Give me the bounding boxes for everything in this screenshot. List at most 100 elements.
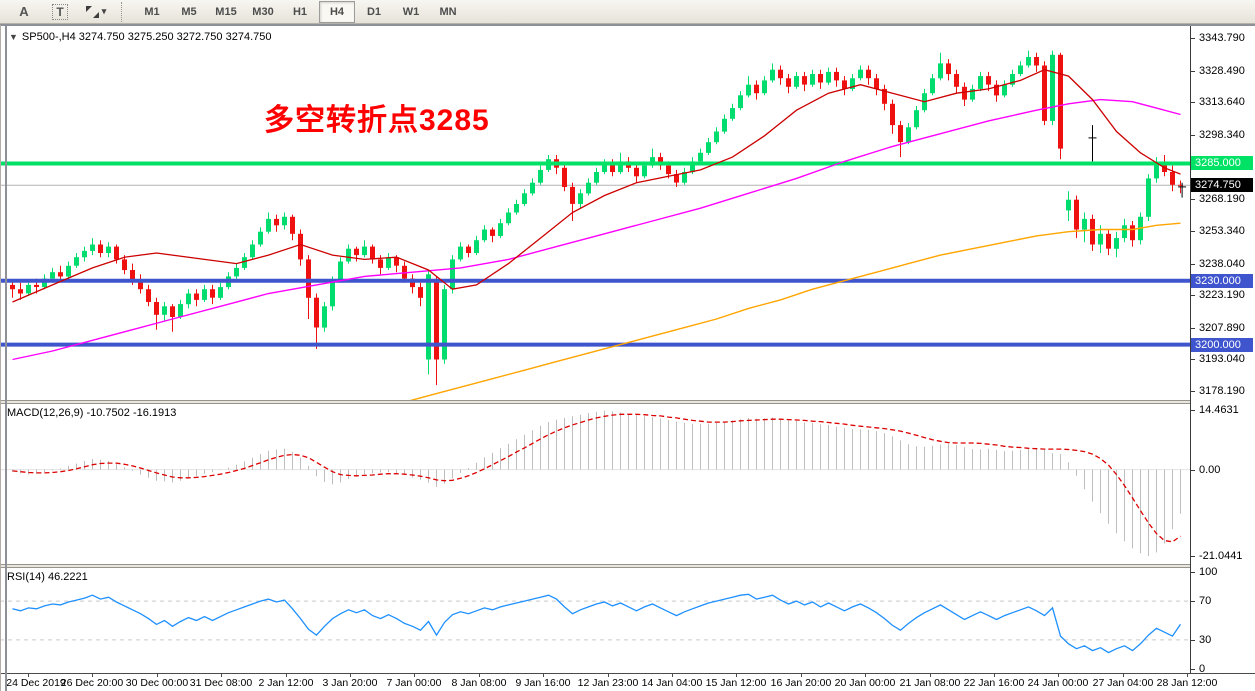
chart-title-text: SP500-,H4 3274.750 3275.250 3272.750 327… [21,31,272,43]
axis-tick-label: 3193.040 [1199,353,1245,365]
dropdown-caret-icon: ▾ [101,6,107,16]
time-axis-label: 8 Jan 08:00 [451,677,507,689]
axis-tick [1191,135,1195,136]
time-axis-label: 22 Jan 16:00 [963,677,1025,689]
axis-tick [1191,102,1195,103]
time-axis-tick [286,674,287,677]
level-price-tag: 3285.000 [1191,156,1253,170]
axis-tick-label: 3238.040 [1199,258,1245,270]
axis-tick-label: 14.4631 [1199,404,1239,416]
axis-tick [1191,470,1195,471]
time-axis[interactable]: 24 Dec 2019 26 Dec 20:00 30 Dec 00:00 31 De… [0,673,1255,691]
time-axis-tick [801,674,802,677]
time-axis-label: 30 Dec 00:00 [125,677,189,689]
time-axis-label: 15 Jan 12:00 [705,677,767,689]
axis-tick-label: 3178.190 [1199,385,1245,397]
chart-window: ▼ SP500-,H4 3274.750 3275.250 3272.750 32… [0,24,1255,691]
timeframe-button-m1[interactable]: M1 [144,5,160,18]
axis-tick-label: 0 [1199,663,1206,675]
time-axis-label: 14 Jan 04:00 [641,677,703,689]
axis-tick [1191,38,1195,39]
axis-tick-label: -21.0441 [1199,550,1243,562]
axis-tick [1191,71,1195,72]
rsi-pane[interactable] [0,568,1190,673]
axis-tick-label: 3343.790 [1199,32,1245,44]
window-top-border [0,24,1255,26]
axis-tick [1191,231,1195,232]
axis-tick [1191,556,1195,557]
level-price-tag: 3200.000 [1191,338,1253,352]
timeframe-button-m30[interactable]: M30 [252,5,274,18]
time-axis-tick [543,674,544,677]
axis-tick-label: 3328.490 [1199,65,1245,77]
time-axis-label: 21 Jan 08:00 [899,677,961,689]
time-axis-tick [414,674,415,677]
current-price-tag: 3274.750 [1191,178,1253,192]
pane-separator-rsi[interactable] [0,564,1255,568]
main-price-pane[interactable] [0,25,1190,400]
macd-indicator-label: MACD(12,26,9) -10.7502 -16.1913 [7,407,177,419]
timeframe-button-h4[interactable]: H4 [319,0,355,23]
time-axis-tick [1123,674,1124,677]
collapse-triangle-icon[interactable]: ▼ [9,32,18,42]
time-axis-tick [930,674,931,677]
time-axis-label: 20 Jan 00:00 [834,677,896,689]
text-tool-icon: T [52,3,68,20]
axis-tick-label: 3268.190 [1199,193,1245,205]
rsi-indicator-label: RSI(14) 46.2221 [7,571,88,583]
axis-tick-label: 100 [1199,566,1218,578]
timeframe-button-mn[interactable]: MN [439,5,457,18]
main-price-plot [0,50,1190,400]
axis-tick-label: 3313.640 [1199,96,1245,108]
timeframe-button-m15[interactable]: M15 [215,5,237,18]
pane-separator-macd[interactable] [0,400,1255,404]
arrows-tool-button[interactable]: ▾ [78,1,114,23]
text-tool-button[interactable]: T [42,1,78,23]
toolbar-separator [121,1,129,22]
time-axis-tick [865,674,866,677]
chart-title: ▼ SP500-,H4 3274.750 3275.250 3272.750 32… [9,31,271,43]
axis-tick [1191,572,1195,573]
arrows-tool-icon [85,5,100,18]
axis-tick-label: 3207.890 [1199,322,1245,334]
macd-plot [0,410,1190,556]
time-axis-label: 28 Jan 12:00 [1156,677,1218,689]
rsi-plot [0,593,1190,654]
time-axis-tick [350,674,351,677]
timeframe-button-w1[interactable]: W1 [402,5,420,18]
time-axis-tick [221,674,222,677]
axis-tick [1191,601,1195,602]
axis-tick-label: 3253.340 [1199,225,1245,237]
time-axis-label: 2 Jan 12:00 [258,677,314,689]
axis-tick-label: 0.00 [1199,464,1221,476]
macd-pane[interactable] [0,404,1190,564]
time-axis-tick [994,674,995,677]
time-axis-tick [1058,674,1059,677]
price-axis[interactable]: 3343.7903328.4903313.6403298.3403283.490… [1190,25,1255,675]
axis-tick [1191,295,1195,296]
timeframe-button-d1[interactable]: D1 [366,5,382,18]
axis-tick [1191,264,1195,265]
timeframe-button-group: M1 M5 M15 M30 H1 H4 D1 W1 MN [134,0,466,23]
level-price-tag: 3230.000 [1191,274,1253,288]
time-axis-label: 3 Jan 20:00 [322,677,378,689]
timeframe-button-m5[interactable]: M5 [181,5,197,18]
chart-text-annotation[interactable]: 多空转折点3285 [264,104,490,137]
time-axis-label: 9 Jan 16:00 [515,677,571,689]
timeframe-button-h1[interactable]: H1 [292,5,308,18]
time-axis-label: 31 Dec 08:00 [189,677,253,689]
time-axis-label: 27 Jan 04:00 [1092,677,1154,689]
axis-tick [1191,410,1195,411]
axis-tick [1191,199,1195,200]
axis-tick [1191,391,1195,392]
text-label-tool-button[interactable]: A [19,4,29,19]
axis-tick [1191,359,1195,360]
time-axis-label: 26 Dec 20:00 [60,677,124,689]
window-left-border-inner [5,25,7,691]
axis-tick-label: 30 [1199,634,1212,646]
time-axis-tick [92,674,93,677]
time-axis-label: 12 Jan 23:00 [577,677,639,689]
axis-tick [1191,669,1195,670]
time-axis-tick [479,674,480,677]
